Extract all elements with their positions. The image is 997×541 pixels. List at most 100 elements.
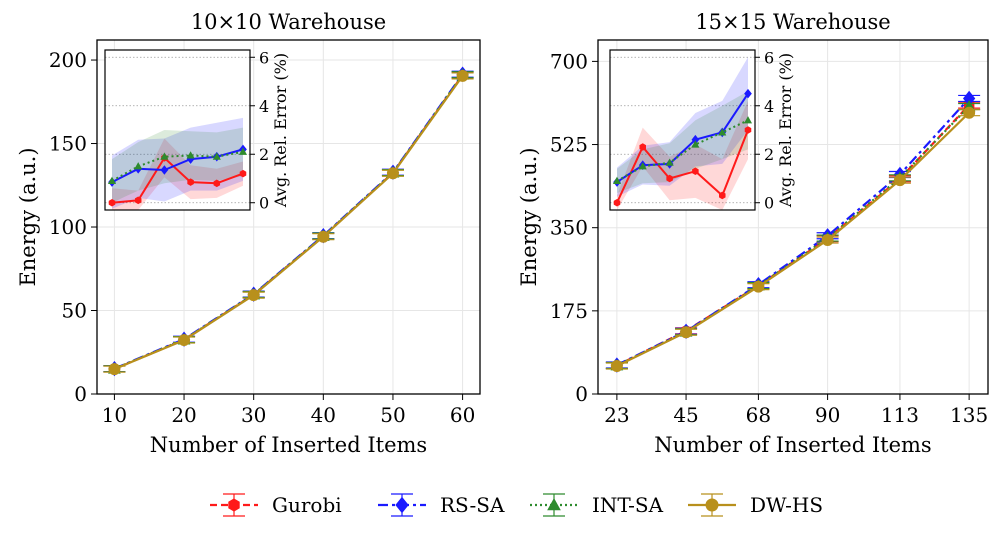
inset-frame: [104, 49, 251, 211]
legend-marker-gurobi: [228, 498, 240, 512]
x-tick-label: 45: [673, 403, 698, 427]
inset-band-rs-sa: [617, 57, 748, 197]
legend-marker-rs-sa: [395, 496, 409, 514]
inset-point-rs-sa: [744, 88, 752, 99]
inset-point-gurobi: [613, 198, 621, 207]
y-tick-label: 700: [550, 49, 588, 73]
inset-band-rs-sa: [112, 117, 243, 209]
inset-point-gurobi: [239, 169, 247, 178]
data-point-dw-hs: [963, 106, 976, 119]
inset-point-gurobi: [187, 178, 194, 186]
inset-point-gurobi: [108, 198, 116, 207]
data-point-dw-hs: [108, 363, 121, 376]
legend-item-dw-hs: DW-HS: [688, 493, 823, 517]
x-tick-label: 10: [102, 403, 127, 427]
inset-point-gurobi: [692, 167, 699, 175]
x-tick-label: 40: [311, 403, 336, 427]
inset-point-int-sa: [186, 151, 195, 159]
legend: Gurobi RS-SA INT-SA DW-HS: [210, 493, 823, 517]
series-line-dw-hs: [113, 75, 464, 371]
data-point-dw-hs: [317, 230, 330, 243]
inset-y-axis-label: Avg. Rel. Error (%): [776, 53, 795, 208]
inset-line-int-sa: [111, 150, 244, 182]
inset-line-gurobi: [616, 129, 749, 204]
y-tick-label: 200: [49, 48, 87, 72]
x-tick-label: 113: [881, 403, 919, 427]
inset-point-int-sa: [743, 116, 753, 124]
x-tick-label: 50: [380, 403, 405, 427]
inset-point-int-sa: [718, 128, 727, 136]
inset-point-gurobi: [639, 143, 646, 151]
data-point-dw-hs: [456, 69, 469, 82]
inset-point-int-sa: [160, 152, 169, 160]
x-tick-label: 60: [450, 403, 475, 427]
x-tick-label: 20: [171, 403, 196, 427]
legend-label-int-sa: INT-SA: [592, 493, 664, 517]
inset-line-rs-sa: [616, 93, 749, 183]
x-axis-label: Number of Inserted Items: [654, 433, 931, 457]
inset-y-tick-label: 2: [259, 145, 269, 164]
y-tick-label: 150: [49, 132, 87, 156]
y-tick-label: 50: [62, 299, 87, 323]
inset-point-int-sa: [238, 147, 248, 155]
y-tick-label: 525: [550, 133, 588, 157]
legend-label-rs-sa: RS-SA: [440, 493, 505, 517]
inset-point-int-sa: [212, 152, 221, 160]
x-tick-label: 68: [746, 403, 771, 427]
axes-frame: [597, 39, 989, 395]
inset-point-gurobi: [744, 126, 752, 134]
inset-point-gurobi: [719, 191, 726, 200]
inset-y-tick-label: 2: [764, 145, 774, 164]
inset-point-int-sa: [638, 162, 647, 170]
inset-point-rs-sa: [160, 165, 169, 175]
data-point-dw-hs: [386, 167, 399, 180]
inset-plot-area: [610, 50, 755, 210]
inset-point-gurobi: [213, 179, 221, 188]
y-tick-label: 175: [550, 299, 588, 323]
data-point-dw-hs: [893, 174, 906, 187]
inset-y-tick-label: 0: [259, 194, 269, 213]
legend-item-gurobi: Gurobi: [210, 493, 342, 517]
x-axis-label: Number of Inserted Items: [150, 433, 427, 457]
inset-y-tick-label: 4: [259, 97, 269, 116]
panel-15x15: 0 175 350 525 700 23 45 68 90 113 135 15×15 Warehou…: [517, 10, 989, 457]
inset-y-tick-label: 4: [764, 97, 774, 116]
legend-marker-int-sa: [547, 497, 561, 511]
inset-line-gurobi: [111, 156, 244, 204]
inset-point-int-sa: [665, 158, 674, 166]
inset-band-gurobi: [617, 100, 748, 210]
inset-point-int-sa: [134, 162, 143, 170]
x-tick-label: 135: [950, 403, 988, 427]
chart-title: 10×10 Warehouse: [191, 10, 386, 34]
y-tick-label: 350: [550, 216, 588, 240]
series-line-dw-hs: [616, 111, 970, 367]
inset-band-gurobi: [112, 138, 243, 210]
data-point-dw-hs: [610, 359, 623, 372]
inset-point-gurobi: [666, 174, 673, 183]
legend-label-dw-hs: DW-HS: [750, 493, 823, 517]
chart-title: 15×15 Warehouse: [695, 10, 890, 34]
axes-frame: [96, 39, 481, 395]
y-axis-label: Energy (a.u.): [16, 147, 40, 286]
inset-point-gurobi: [134, 196, 142, 205]
data-point-dw-hs: [178, 334, 191, 347]
inset-point-int-sa: [107, 176, 117, 184]
y-tick-label: 0: [575, 382, 588, 406]
inset-line-rs-sa: [111, 148, 244, 183]
inset-point-int-sa: [691, 140, 700, 148]
inset-plot-area: [105, 50, 250, 210]
inset-y-axis-label: Avg. Rel. Error (%): [271, 53, 290, 208]
inset-chart: 0 2 4 6 Avg. Rel. Error (%): [104, 48, 290, 213]
inset-point-int-sa: [612, 176, 622, 184]
data-point-dw-hs: [752, 280, 765, 293]
inset-y-tick-label: 6: [764, 48, 774, 67]
y-tick-label: 100: [49, 215, 87, 239]
data-point-dw-hs: [821, 234, 834, 247]
legend-label-gurobi: Gurobi: [272, 493, 342, 517]
inset-y-tick-label: 6: [259, 48, 269, 67]
legend-item-rs-sa: RS-SA: [378, 493, 505, 517]
inset-y-tick-label: 0: [764, 194, 774, 213]
